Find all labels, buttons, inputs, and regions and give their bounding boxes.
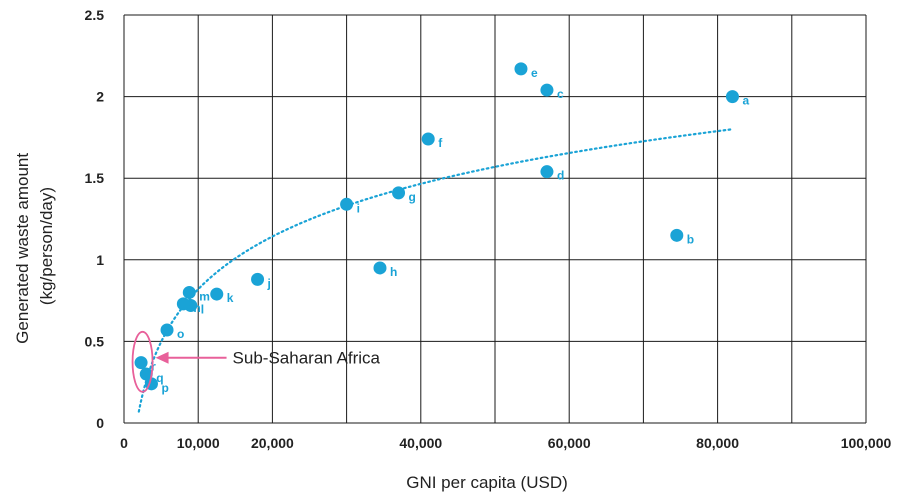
y-tick-label: 2.5 <box>85 7 105 23</box>
point-label-e: e <box>531 66 538 80</box>
data-point-r <box>134 356 148 370</box>
data-point-g <box>392 186 406 200</box>
data-point-a <box>725 90 739 104</box>
point-label-g: g <box>409 190 416 204</box>
point-label-f: f <box>438 136 443 150</box>
point-label-o: o <box>177 327 184 341</box>
y-tick-label: 1.5 <box>85 170 105 186</box>
y-axis-title-line-2: (kg/person/day) <box>37 187 56 305</box>
data-point-m <box>182 285 196 299</box>
data-point-f <box>421 132 435 146</box>
point-label-r: r <box>151 360 156 374</box>
point-label-j: j <box>267 276 271 290</box>
point-label-a: a <box>742 94 749 108</box>
x-tick-label: 80,000 <box>696 435 739 451</box>
x-axis-ticks: 0 10,000 20,000 40,000 60,000 80,000 100,000 <box>120 435 891 451</box>
point-label-h: h <box>390 265 397 279</box>
annotation-label: Sub-Saharan Africa <box>233 349 381 368</box>
annotation-ellipse <box>131 330 154 393</box>
data-point-o <box>160 323 174 337</box>
y-axis-title: Generated waste amount (kg/person/day) <box>13 148 56 344</box>
y-tick-label: 0 <box>96 415 104 431</box>
data-point-j <box>251 272 265 286</box>
x-tick-label: 60,000 <box>548 435 591 451</box>
data-point-d <box>540 165 554 179</box>
trend-line <box>137 128 734 413</box>
data-point-e <box>514 62 528 76</box>
x-tick-label: 40,000 <box>399 435 442 451</box>
data-point-n <box>176 297 190 311</box>
point-label-m: m <box>199 289 210 303</box>
x-tick-label: 20,000 <box>251 435 294 451</box>
grid-lines <box>123 14 867 424</box>
point-label-p: p <box>161 381 168 395</box>
y-axis-title-line-1: Generated waste amount <box>13 153 32 344</box>
annotation-arrow-head <box>155 351 169 364</box>
point-label-b: b <box>687 232 694 246</box>
y-axis-ticks: 0 0.5 1 1.5 2 2.5 <box>85 7 105 431</box>
x-axis-title: GNI per capita (USD) <box>406 473 568 492</box>
point-label-c: c <box>557 87 564 101</box>
data-point-q <box>139 367 153 381</box>
data-point-h <box>373 261 387 275</box>
y-tick-label: 0.5 <box>85 333 105 349</box>
y-tick-label: 1 <box>96 252 104 268</box>
point-label-q: q <box>156 371 163 385</box>
point-label-k: k <box>227 291 234 305</box>
point-label-n: n <box>193 301 200 315</box>
x-tick-label: 0 <box>120 435 128 451</box>
data-point-i <box>340 197 354 211</box>
data-point-c <box>540 83 554 97</box>
data-point-k <box>210 287 224 301</box>
data-point-b <box>670 228 684 242</box>
point-label-d: d <box>557 169 564 183</box>
point-label-l: l <box>201 302 204 316</box>
x-tick-label: 100,000 <box>841 435 892 451</box>
point-label-i: i <box>357 201 360 215</box>
sub-saharan-annotation: Sub-Saharan Africa <box>131 330 381 393</box>
x-tick-label: 10,000 <box>177 435 220 451</box>
y-tick-label: 2 <box>96 89 104 105</box>
